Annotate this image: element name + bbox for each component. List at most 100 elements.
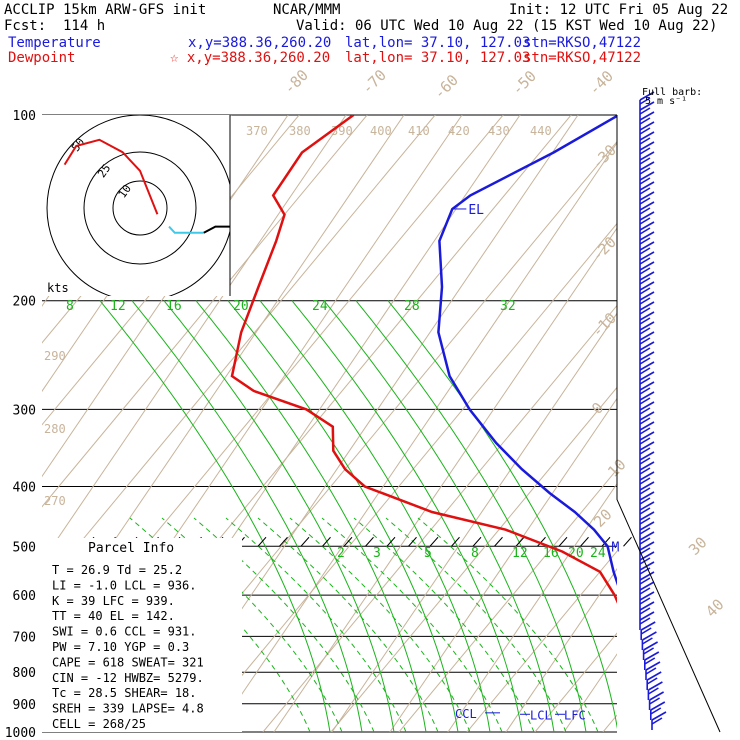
isotherm-line — [534, 632, 617, 732]
wind-barb-flag — [643, 641, 658, 651]
isotherm-line — [602, 714, 617, 732]
parcel-info-row: CIN = -12 HWBZ= 5279. — [52, 671, 204, 685]
center-label: NCAR/MMM — [273, 2, 341, 18]
wind-barb-flag — [639, 387, 651, 395]
wind-barb-flag — [639, 331, 655, 341]
wind-barb-flag — [639, 341, 655, 351]
wind-barb-flag — [639, 281, 655, 291]
valid-time: Valid: 06 UTC Wed 10 Aug 22 (15 KST Wed … — [296, 18, 718, 34]
freezing-hatch — [322, 536, 331, 547]
mixing-ratio-line — [387, 300, 617, 730]
adiabat-label: 410 — [408, 124, 430, 138]
wind-barb-flag — [639, 567, 651, 575]
hodograph-ring — [83, 151, 197, 265]
adiabat-label: 370 — [246, 124, 268, 138]
pressure-label-900: 900 — [13, 698, 36, 713]
wind-barb-flag — [639, 521, 655, 531]
wind-barb-flag — [639, 181, 655, 191]
moist-adiabat-line — [225, 517, 407, 732]
wind-barb-flag — [639, 137, 651, 145]
wind-barb-flag — [639, 447, 651, 455]
mixing-ratio-label: 5 — [424, 546, 432, 561]
adiabat-label: 430 — [488, 124, 510, 138]
freezing-hatch — [580, 536, 589, 547]
hodograph-trace — [63, 138, 159, 215]
isotherm-line — [42, 115, 436, 590]
wind-barb-flag — [639, 321, 655, 331]
wind-barb-flag — [648, 681, 663, 691]
wind-barb-flag — [639, 231, 655, 241]
adiabat-label: 440 — [530, 124, 552, 138]
wind-barb-flag — [639, 207, 651, 215]
adiabat-line — [389, 397, 617, 732]
dewpoint-xy: ☆ x,y=388.36,260.20 — [170, 50, 331, 66]
wind-barb-flag — [639, 97, 651, 105]
parcel-info-table: Parcel Info T = 26.9 Td = 25.2LI = -1.0 L… — [42, 538, 242, 732]
wind-barb-flag — [639, 477, 651, 485]
wind-barb-flag — [639, 357, 651, 365]
pressure-label-400: 400 — [13, 480, 36, 495]
wind-barb-flag — [639, 267, 651, 275]
mixing-ratio-label: 32 — [500, 299, 516, 314]
wind-barb-flag — [639, 457, 651, 465]
mixing-ratio-label: 28 — [404, 299, 420, 314]
hodograph-ring-label: 10 — [116, 182, 134, 200]
wind-barb-flag — [639, 607, 651, 615]
adiabat-line — [273, 227, 617, 732]
wind-barb-flag — [639, 287, 651, 295]
freezing-hatch — [494, 536, 503, 547]
adiabat-label: 280 — [44, 422, 66, 436]
wind-barb-flag — [639, 591, 655, 601]
parcel-info-row: CELL = 268/25 — [52, 717, 146, 731]
wind-barb-flag — [639, 201, 655, 211]
wind-barb-flag — [639, 601, 655, 611]
model-title: ACCLIP 15km ARW-GFS init — [4, 2, 207, 18]
wind-barb-flag — [639, 377, 651, 385]
adiabat-line — [42, 115, 347, 563]
wind-barb-flag — [639, 427, 651, 435]
isotherm-line — [466, 550, 617, 732]
wind-barb-flag — [641, 637, 653, 645]
wind-barb-flag — [639, 437, 651, 445]
pressure-label-1000: 1000 — [5, 726, 36, 740]
mixing-ratio-label: 8 — [471, 546, 479, 561]
wind-barb-flag — [639, 307, 651, 315]
wind-barb-flag — [640, 621, 656, 631]
wind-barb-flag — [649, 697, 661, 705]
temperature-profile — [437, 115, 617, 586]
freezing-hatch — [472, 536, 482, 547]
pressure-label-100: 100 — [13, 109, 36, 124]
mixing-ratio-line — [291, 300, 523, 732]
parcel-info-row: T = 26.9 Td = 25.2 — [52, 563, 182, 577]
wind-barb-flag — [639, 91, 655, 101]
barb-scale-label: Full barb: — [642, 87, 702, 98]
isotherm-line — [262, 304, 617, 732]
wind-barb-flag — [639, 271, 655, 281]
parcel-info-row: CAPE = 618 SWEAT= 321 — [52, 655, 204, 669]
m-label: M — [612, 540, 620, 555]
wind-barb-flag — [639, 547, 651, 555]
wind-barb-flag — [645, 667, 657, 675]
parcel-info-row: K = 39 LFC = 939. — [52, 594, 175, 608]
wind-barb-flag — [639, 151, 655, 161]
mixing-ratio-line — [227, 300, 459, 732]
freezing-hatch — [386, 536, 396, 547]
mixing-ratio-label: 2 — [337, 546, 345, 561]
freezing-hatch — [408, 536, 417, 547]
hodograph-ring — [46, 115, 230, 296]
isotherm-label: -20 — [588, 233, 620, 265]
barb-scale-unit: 5 m s⁻¹ — [645, 96, 687, 107]
mixing-ratio-label: 12 — [110, 299, 126, 314]
wind-barb-flag — [639, 527, 651, 535]
parcel-info-row: Tc = 28.5 SHEAR= 18. — [52, 686, 197, 700]
temperature-latlon: lat,lon= 37.10, 127.03 — [345, 35, 531, 51]
wind-barb-flag — [639, 451, 655, 461]
wind-barb-flag — [639, 251, 655, 261]
wind-barb-flag — [639, 261, 655, 271]
wind-barb-flag — [639, 117, 651, 125]
moist-adiabat-line — [321, 517, 503, 732]
wind-barb-flag — [639, 121, 655, 131]
adiabat-line — [505, 568, 617, 732]
wind-barb-flag — [642, 631, 657, 641]
